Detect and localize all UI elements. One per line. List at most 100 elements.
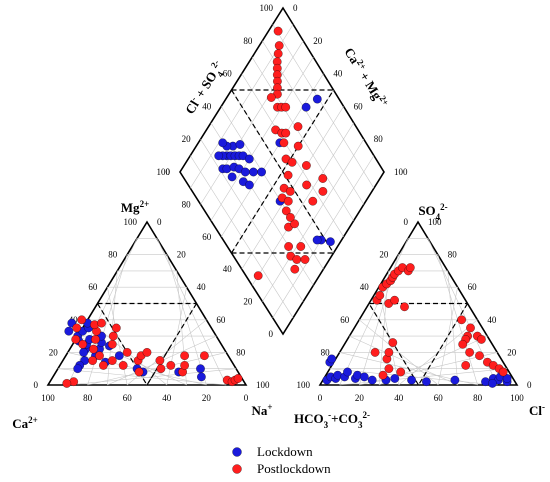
lockdown-cation-point [79,348,88,357]
postlockdown-diamond-point [287,157,297,167]
lockdown-cation-point [197,372,206,382]
diamond-gridline [200,40,304,205]
data-points [62,26,512,388]
postlockdown-cation-point [77,315,87,325]
postlockdown-diamond-point [300,255,310,264]
lockdown-diamond-point [227,172,237,182]
diamond-upper-left-tick: 80 [243,36,253,46]
lockdown-cation-point [196,364,205,374]
anion-gridline [339,368,508,386]
diamond-upper-left-tick: 0 [166,167,171,177]
ca-label: Ca2+ [12,415,38,431]
postlockdown-cation-point [156,364,166,374]
postlockdown-diamond-point [296,242,306,251]
cation-right-tick: 0 [157,217,162,227]
anion-bottom-tick: 0 [318,393,323,403]
postlockdown-diamond-point [302,180,311,190]
postlockdown-diamond-point [290,264,300,274]
postlockdown-cation-point [97,318,106,328]
postlockdown-diamond-point [293,141,303,151]
postlockdown-cation-point [71,335,81,344]
cation-left-tick: 20 [49,347,59,357]
cl-label: Cl- [529,402,545,418]
anion-left-tick: 40 [360,282,370,292]
anion-bottom-tick: 40 [394,393,404,403]
anion-left-tick: 60 [340,315,350,325]
anion-left-tick: 0 [404,217,409,227]
cation-left-tick: 100 [124,217,138,227]
postlockdown-anion-point [458,339,468,349]
lockdown-anion-point [450,375,460,385]
lockdown-anion-point [407,375,416,385]
postlockdown-anion-point [400,302,409,312]
postlockdown-cation-point [107,356,117,365]
postlockdown-diamond-point [283,170,293,180]
diamond-upper-left-tick: 20 [182,134,192,144]
postlockdown-cation-point [89,344,98,354]
lockdown-anion-point [488,379,497,388]
postlockdown-cation-point [142,348,152,357]
cation-bottom-tick: 80 [83,393,93,403]
cation-gridline [146,303,197,386]
postlockdown-diamond-point [253,271,263,281]
diamond-gridline [272,24,375,189]
cation-left-tick: 0 [34,380,39,390]
postlockdown-anion-point [498,367,508,377]
postlockdown-anion-point [461,361,471,370]
postlockdown-diamond-point [283,196,293,206]
lockdown-diamond-point [312,94,322,104]
mg-label: Mg2+ [121,199,149,215]
postlockdown-anion-point [465,348,474,357]
postlockdown-diamond-point [281,206,291,216]
diamond-gridline [251,57,354,221]
diamond-upper-right-tick: 100 [394,167,408,177]
anion-right-tick: 0 [527,380,532,390]
postlockdown-diamond-point [318,174,328,183]
lockdown-diamond-point [240,167,250,177]
postlockdown-diamond-point [273,49,283,59]
postlockdown-cation-point [122,348,132,357]
postlockdown-cation-point [99,361,108,370]
postlockdown-cation-point [180,351,189,361]
legend: Lockdown Postlockdown [232,444,331,476]
lockdown-diamond-point [214,151,224,161]
diamond-lower-left-tick: 40 [223,264,233,274]
lockdown-diamond-point [326,237,335,247]
lockdown-diamond-point [249,167,258,177]
postlockdown-anion-point [405,263,415,272]
anion-left-tick: 20 [379,250,389,260]
diamond-lower-left-tick: 20 [243,297,253,307]
postlockdown-diamond-point [290,219,299,229]
postlockdown-cation-point [134,367,144,377]
lockdown-diamond-point [235,140,245,149]
postlockdown-anion-point [388,338,398,347]
lockdown-cation-point [114,351,124,361]
postlockdown-diamond-point [302,161,311,170]
postlockdown-anion-point [378,370,388,380]
postlockdown-anion-point [457,315,466,325]
diamond-frame [179,6,385,336]
lockdown-anion-point [367,375,377,385]
anion-left-tick: 80 [321,347,331,357]
postlockdown-cation-point [233,374,243,383]
lockdown-diamond-point [245,180,254,190]
cation-right-tick: 40 [197,282,207,292]
postlockdown-anion-point [390,295,399,305]
postlockdown-anion-point [375,291,385,300]
postlockdown-anion-point [477,335,486,344]
postlockdown-cation-point [118,361,128,370]
anion-left-tick: 100 [297,380,311,390]
lockdown-diamond-point [257,167,266,177]
postlockdown-diamond-point [284,242,293,251]
cation-right-tick: 20 [177,250,187,260]
cation-bottom-tick: 40 [162,393,172,403]
postlockdown-diamond-point [281,102,291,112]
na-label: Na+ [251,402,272,418]
diamond-lower-left-tick: 100 [157,167,171,177]
postlockdown-diamond-point [273,26,283,36]
diamond-upper-left-tick: 40 [202,101,212,111]
anion-bottom-tick: 20 [355,393,365,403]
postlockdown-diamond-point [281,128,291,138]
anion-bottom-tick: 80 [473,393,483,403]
